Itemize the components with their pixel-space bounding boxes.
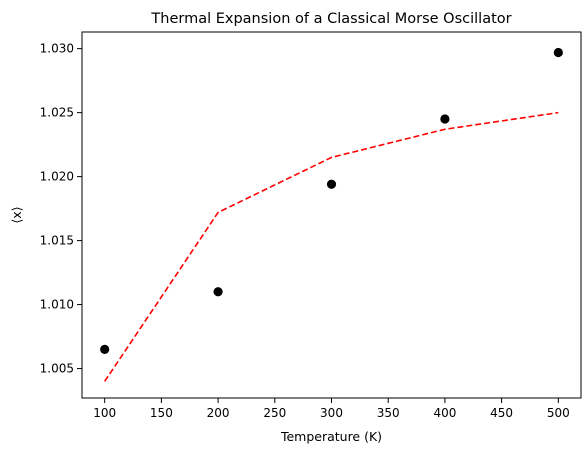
x-axis: 100 150 200 250 300 350 400 450 500 (93, 398, 570, 420)
scatter-point (553, 47, 563, 58)
scatter-point (213, 287, 223, 297)
y-tick-label: 1.005 (40, 362, 74, 376)
y-tick-label: 1.010 (40, 298, 74, 312)
y-tick-label: 1.030 (40, 42, 74, 56)
x-tick-label: 450 (490, 406, 513, 420)
x-tick-label: 250 (263, 406, 286, 420)
x-tick-label: 400 (433, 406, 456, 420)
scatter-point (326, 179, 337, 189)
series-layer (100, 47, 563, 382)
x-tick-label: 200 (207, 406, 230, 420)
x-tick-label: 500 (547, 406, 570, 420)
x-tick-label: 150 (150, 406, 173, 420)
fit-line-series-1 (104, 111, 559, 382)
scatter-point (100, 344, 110, 354)
x-tick-label: 300 (320, 406, 343, 420)
x-tick-label: 100 (93, 406, 116, 420)
scatter-point (440, 114, 450, 124)
x-tick-label: 350 (377, 406, 400, 420)
y-tick-label: 1.015 (40, 234, 74, 248)
chart-title: Thermal Expansion of a Classical Morse O… (150, 11, 511, 27)
y-axis: 1.005 1.010 1.015 1.020 1.025 1.030 (40, 42, 82, 376)
x-axis-label: Temperature (K) (280, 429, 382, 444)
y-tick-label: 1.025 (40, 106, 74, 120)
y-tick-label: 1.020 (40, 170, 74, 184)
y-axis-label: ⟨x⟩ (9, 206, 24, 223)
